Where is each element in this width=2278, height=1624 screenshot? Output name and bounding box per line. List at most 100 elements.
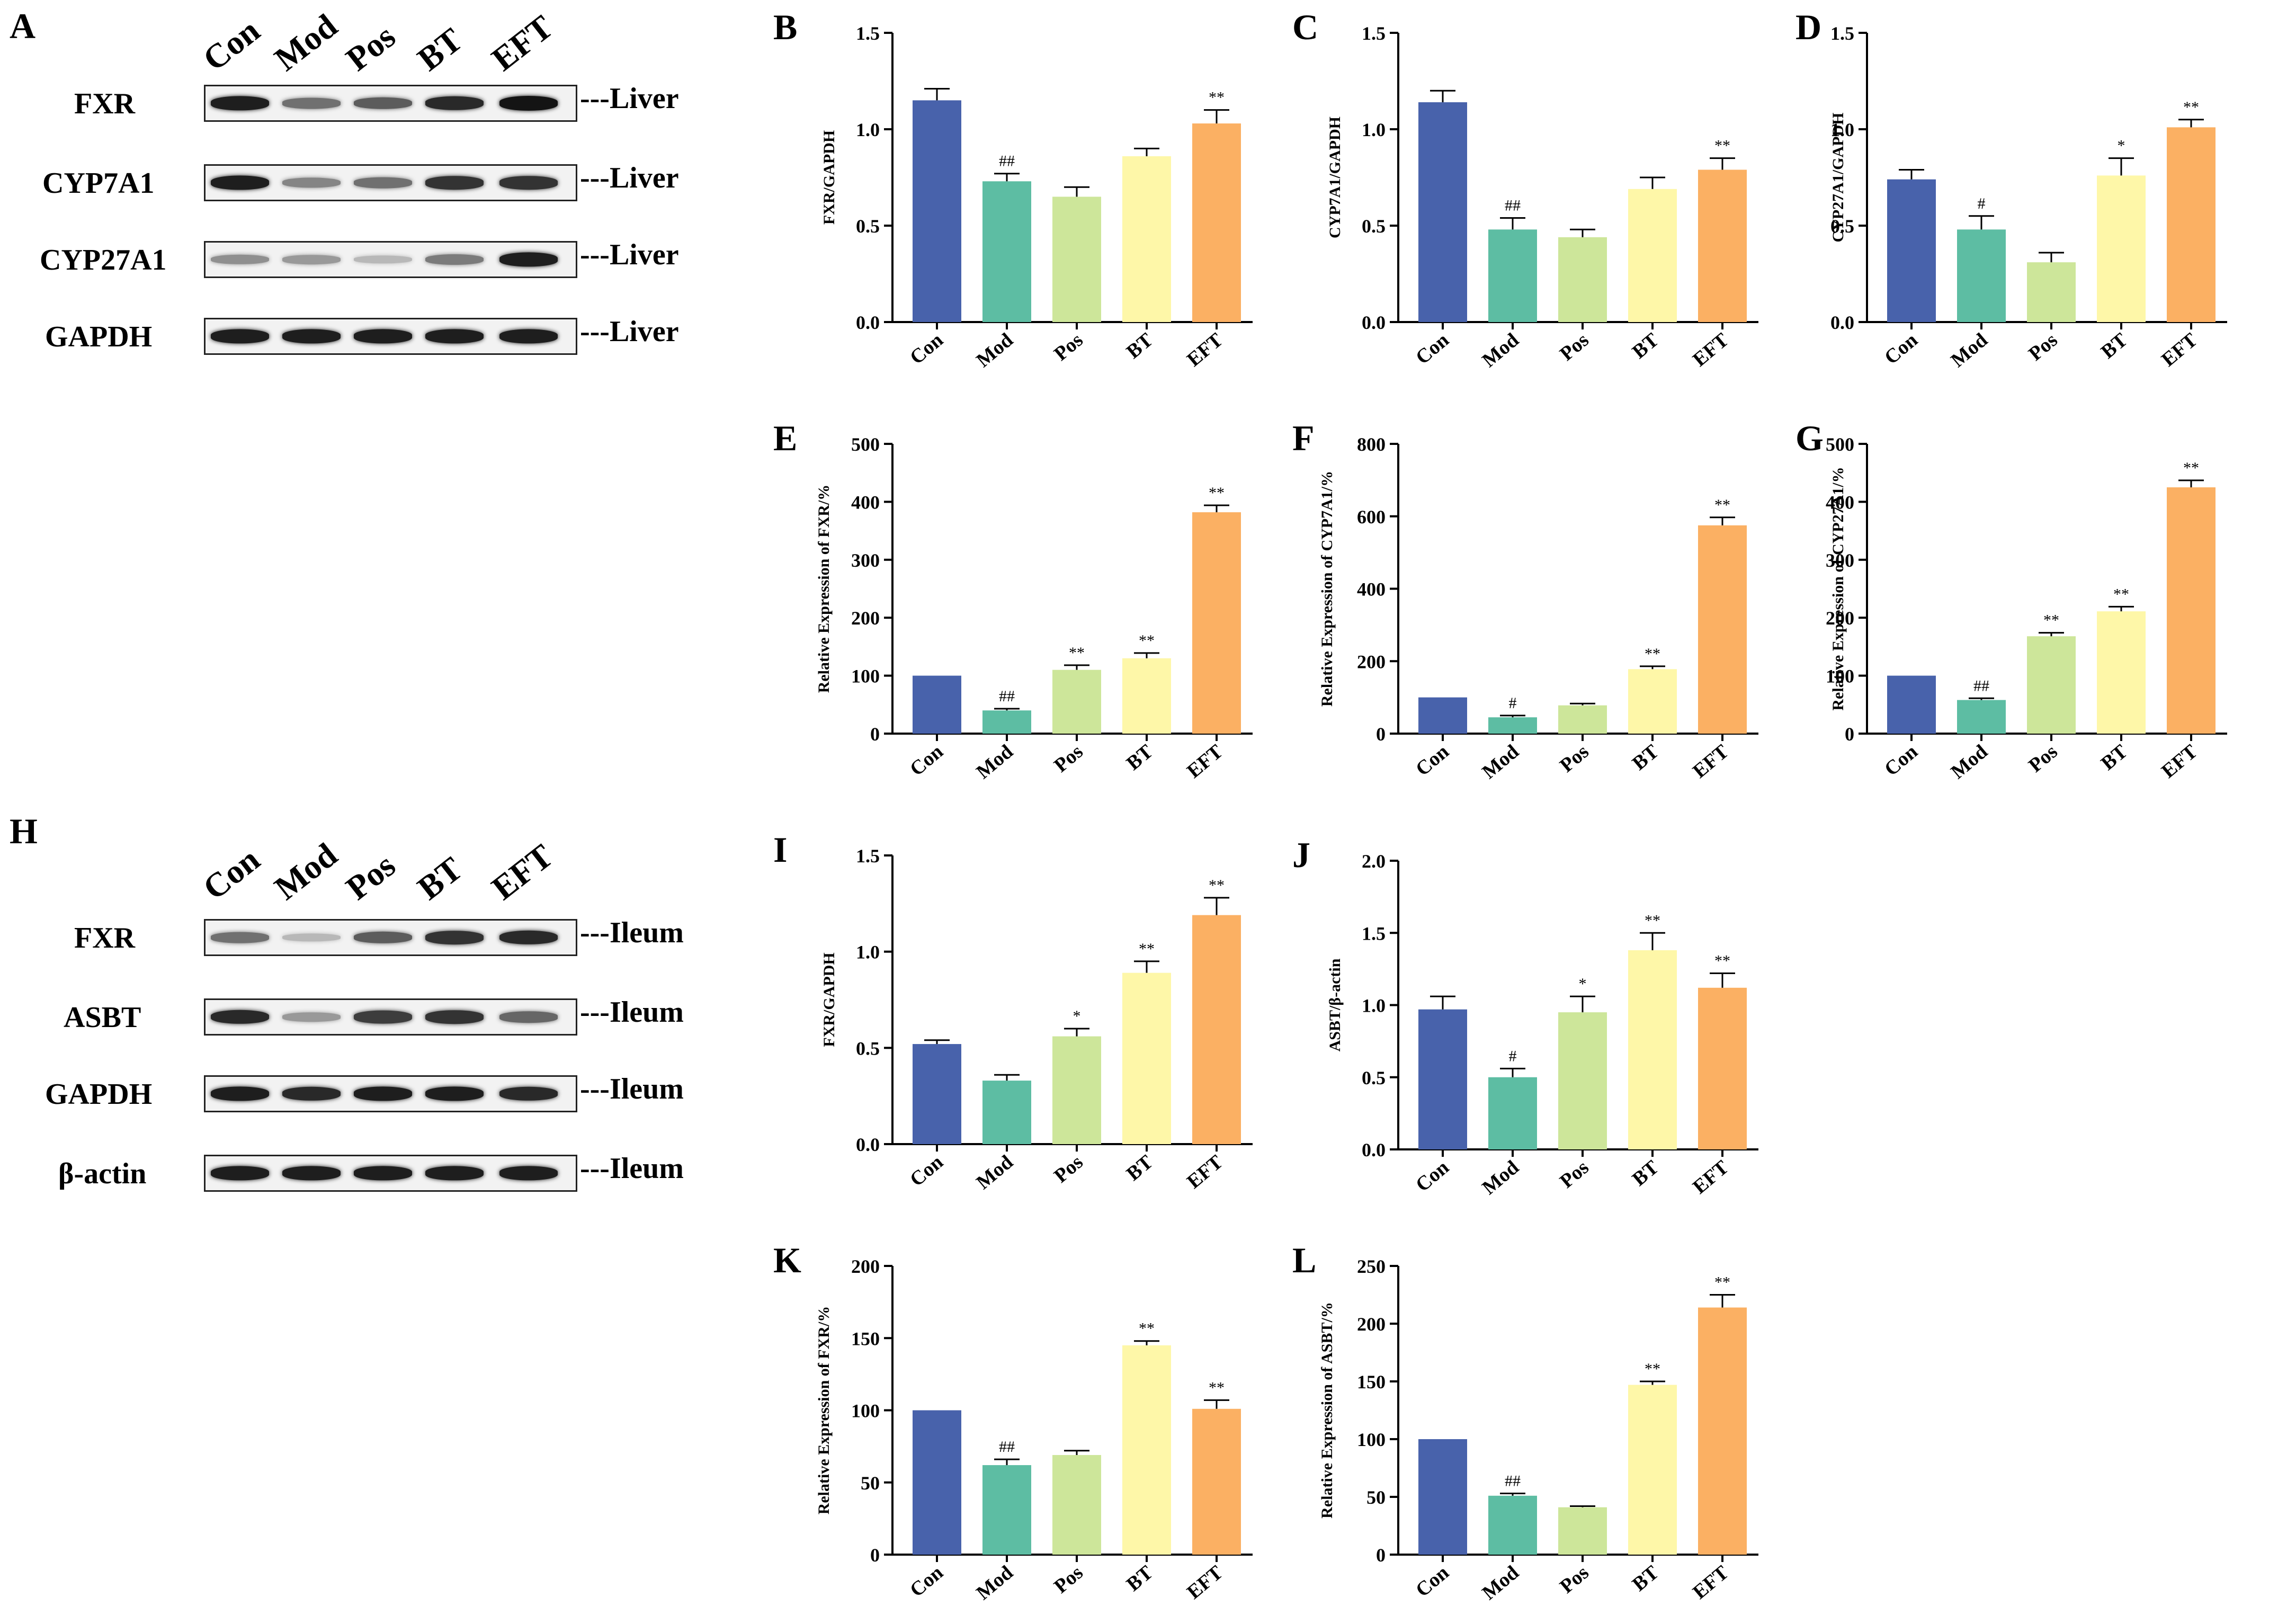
bar-Pos (1558, 1012, 1607, 1149)
panel-letter-L: L (1292, 1240, 1316, 1280)
x-tick-label-EFT: EFT (2157, 740, 2202, 783)
significance-marker: # (1978, 195, 1986, 212)
x-tick-label-Mod: Mod (972, 1151, 1017, 1194)
y-tick-label: 1.0 (856, 942, 880, 963)
significance-marker: ## (1505, 1472, 1521, 1489)
significance-marker: ## (999, 153, 1015, 170)
bar-Con (1887, 675, 1936, 734)
panel-letter-F: F (1292, 418, 1315, 458)
y-tick-label: 2.0 (1362, 851, 1386, 872)
significance-marker: ## (1973, 677, 1989, 694)
bar-BT (1628, 950, 1677, 1149)
y-axis-label: Relative Expression of FXR/% (815, 485, 833, 693)
bar-Con (913, 675, 961, 734)
significance-marker: * (2118, 137, 2125, 155)
y-axis-label: ASBT/β-actin (1326, 958, 1344, 1051)
significance-marker: ** (1645, 912, 1660, 929)
protein-label: β-actin (58, 1157, 147, 1190)
blot-band (354, 1010, 412, 1024)
y-tick-label: 100 (1357, 1429, 1386, 1450)
y-tick-label: 200 (851, 608, 880, 629)
blot-band (425, 96, 484, 111)
blot-band (499, 176, 558, 190)
y-tick-label: 400 (1826, 492, 1854, 513)
y-tick-label: 0.0 (856, 312, 880, 333)
bar-Mod (982, 1081, 1031, 1144)
x-tick-label-EFT: EFT (1183, 329, 1227, 371)
bar-EFT (1192, 512, 1241, 734)
y-tick-label: 0.5 (856, 1038, 880, 1059)
significance-marker: ## (999, 688, 1015, 705)
x-tick-label-Mod: Mod (1947, 329, 1992, 372)
significance-marker: ** (1714, 952, 1730, 970)
x-tick-label-EFT: EFT (1689, 1156, 1733, 1199)
blot-strip (204, 318, 577, 355)
x-tick-label-Mod: Mod (1947, 740, 1992, 783)
tissue-label: ---Liver (580, 315, 679, 348)
bar-BT (1122, 156, 1171, 322)
bar-BT (1628, 189, 1677, 322)
x-tick-label-Con: Con (906, 1561, 948, 1602)
significance-marker: ** (2183, 459, 2199, 477)
y-tick-label: 200 (1357, 651, 1386, 672)
y-tick-label: 0.5 (1362, 1067, 1386, 1088)
x-tick-label-BT: BT (1628, 329, 1663, 363)
bar-EFT (1698, 525, 1747, 734)
x-tick-label-Con: Con (906, 740, 948, 781)
y-tick-label: 150 (851, 1328, 880, 1349)
bar-BT (1628, 669, 1677, 734)
blot-band (211, 175, 269, 190)
panel-letter-G: G (1795, 418, 1824, 458)
tissue-label: ---Liver (580, 82, 679, 115)
chart-panel-J: J ASBT/β-actin 0.0 0.5 1.0 1.5 2.0 Con # Mod * Pos *… (1292, 835, 1758, 1199)
y-tick-label: 500 (851, 434, 880, 455)
chart-panel-B: B FXR/GAPDH 0.0 0.5 1.0 1.5 Con ## Mod Pos BT ** EFT (773, 7, 1253, 372)
x-tick-label-Con: Con (1880, 329, 1922, 369)
y-axis-label: Relative Expression of FXR/% (815, 1306, 833, 1515)
y-tick-label: 0 (870, 724, 880, 745)
blot-band (211, 1010, 269, 1024)
x-tick-label-EFT: EFT (1689, 1561, 1733, 1604)
blot-strip (204, 241, 577, 278)
significance-marker: ## (1505, 197, 1521, 214)
y-tick-label: 1.5 (856, 23, 880, 44)
x-tick-label-Mod: Mod (972, 1561, 1017, 1604)
blot-band (499, 252, 558, 267)
x-tick-label-Pos: Pos (1556, 329, 1593, 365)
y-tick-label: 400 (851, 492, 880, 513)
x-tick-label-Pos: Pos (1050, 1151, 1087, 1188)
blot-band (354, 255, 412, 264)
blot-band (282, 1086, 341, 1101)
blot-band (425, 329, 484, 344)
blot-band (425, 176, 484, 190)
y-tick-label: 1.0 (1362, 995, 1386, 1016)
x-tick-label-BT: BT (1122, 1151, 1157, 1185)
y-axis-label: CYP7A1/GAPDH (1326, 117, 1344, 238)
panel-letter-B: B (773, 7, 797, 47)
x-tick-label-Mod: Mod (1478, 740, 1523, 783)
y-tick-label: 600 (1357, 506, 1386, 528)
y-axis-label: Relative Expression of ASBT/% (1318, 1302, 1336, 1519)
blot-band (354, 177, 412, 189)
y-tick-label: 0.5 (856, 216, 880, 237)
panel-letter-A: A (10, 6, 36, 46)
y-axis-label: Relative Expression of CYP7A1/% (1318, 471, 1336, 707)
y-tick-label: 1.5 (1362, 23, 1386, 44)
y-tick-label: 50 (1366, 1487, 1386, 1508)
tissue-label: ---Ileum (580, 916, 684, 949)
blot-band (354, 1166, 412, 1181)
bar-EFT (1698, 987, 1747, 1149)
significance-marker: ** (1209, 89, 1225, 106)
blot-band (282, 933, 341, 942)
y-tick-label: 0.0 (1362, 1139, 1386, 1161)
x-tick-label-Mod: Mod (972, 740, 1017, 783)
y-tick-label: 400 (1357, 579, 1386, 600)
y-axis-label: FXR/GAPDH (820, 130, 838, 225)
significance-marker: ** (1209, 877, 1225, 894)
y-tick-label: 1.0 (1362, 119, 1386, 140)
bar-EFT (1192, 915, 1241, 1144)
protein-label: GAPDH (45, 320, 153, 353)
bar-Con (1418, 1009, 1467, 1149)
significance-marker: ** (1645, 645, 1660, 663)
